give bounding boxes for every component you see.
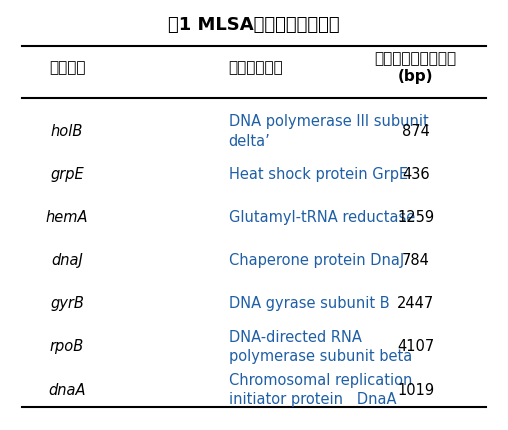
- Text: gyrB: gyrB: [50, 296, 84, 311]
- Text: 2447: 2447: [397, 296, 434, 311]
- Text: タンパク質名: タンパク質名: [229, 60, 283, 75]
- Text: 遺伝子名: 遺伝子名: [49, 60, 85, 75]
- Text: Chromosomal replication
initiator protein   DnaA: Chromosomal replication initiator protei…: [229, 373, 412, 407]
- Text: 4107: 4107: [397, 339, 434, 354]
- Text: 874: 874: [402, 124, 430, 139]
- Text: 436: 436: [402, 167, 429, 182]
- Text: DNA gyrase subunit B: DNA gyrase subunit B: [229, 296, 389, 311]
- Text: DNA polymerase III subunit
delta’: DNA polymerase III subunit delta’: [229, 114, 428, 149]
- Text: 1259: 1259: [397, 210, 434, 225]
- Text: Chaperone protein DnaJ: Chaperone protein DnaJ: [229, 253, 404, 268]
- Text: rpoB: rpoB: [50, 339, 84, 354]
- Text: DNA-directed RNA
polymerase subunit beta: DNA-directed RNA polymerase subunit beta: [229, 329, 412, 364]
- Text: dnaA: dnaA: [48, 383, 86, 397]
- Text: Heat shock protein GrpE: Heat shock protein GrpE: [229, 167, 408, 182]
- Text: hemA: hemA: [46, 210, 88, 225]
- Text: 1019: 1019: [397, 383, 434, 397]
- Text: Glutamyl-tRNA reductase: Glutamyl-tRNA reductase: [229, 210, 415, 225]
- Text: 表1 MLSAに使用した遺伝子: 表1 MLSAに使用した遺伝子: [168, 16, 340, 34]
- Text: 784: 784: [402, 253, 430, 268]
- Text: dnaJ: dnaJ: [51, 253, 83, 268]
- Text: grpE: grpE: [50, 167, 84, 182]
- Text: holB: holB: [51, 124, 83, 139]
- Text: トリミング後の長さ
(bp): トリミング後の長さ (bp): [374, 52, 457, 84]
